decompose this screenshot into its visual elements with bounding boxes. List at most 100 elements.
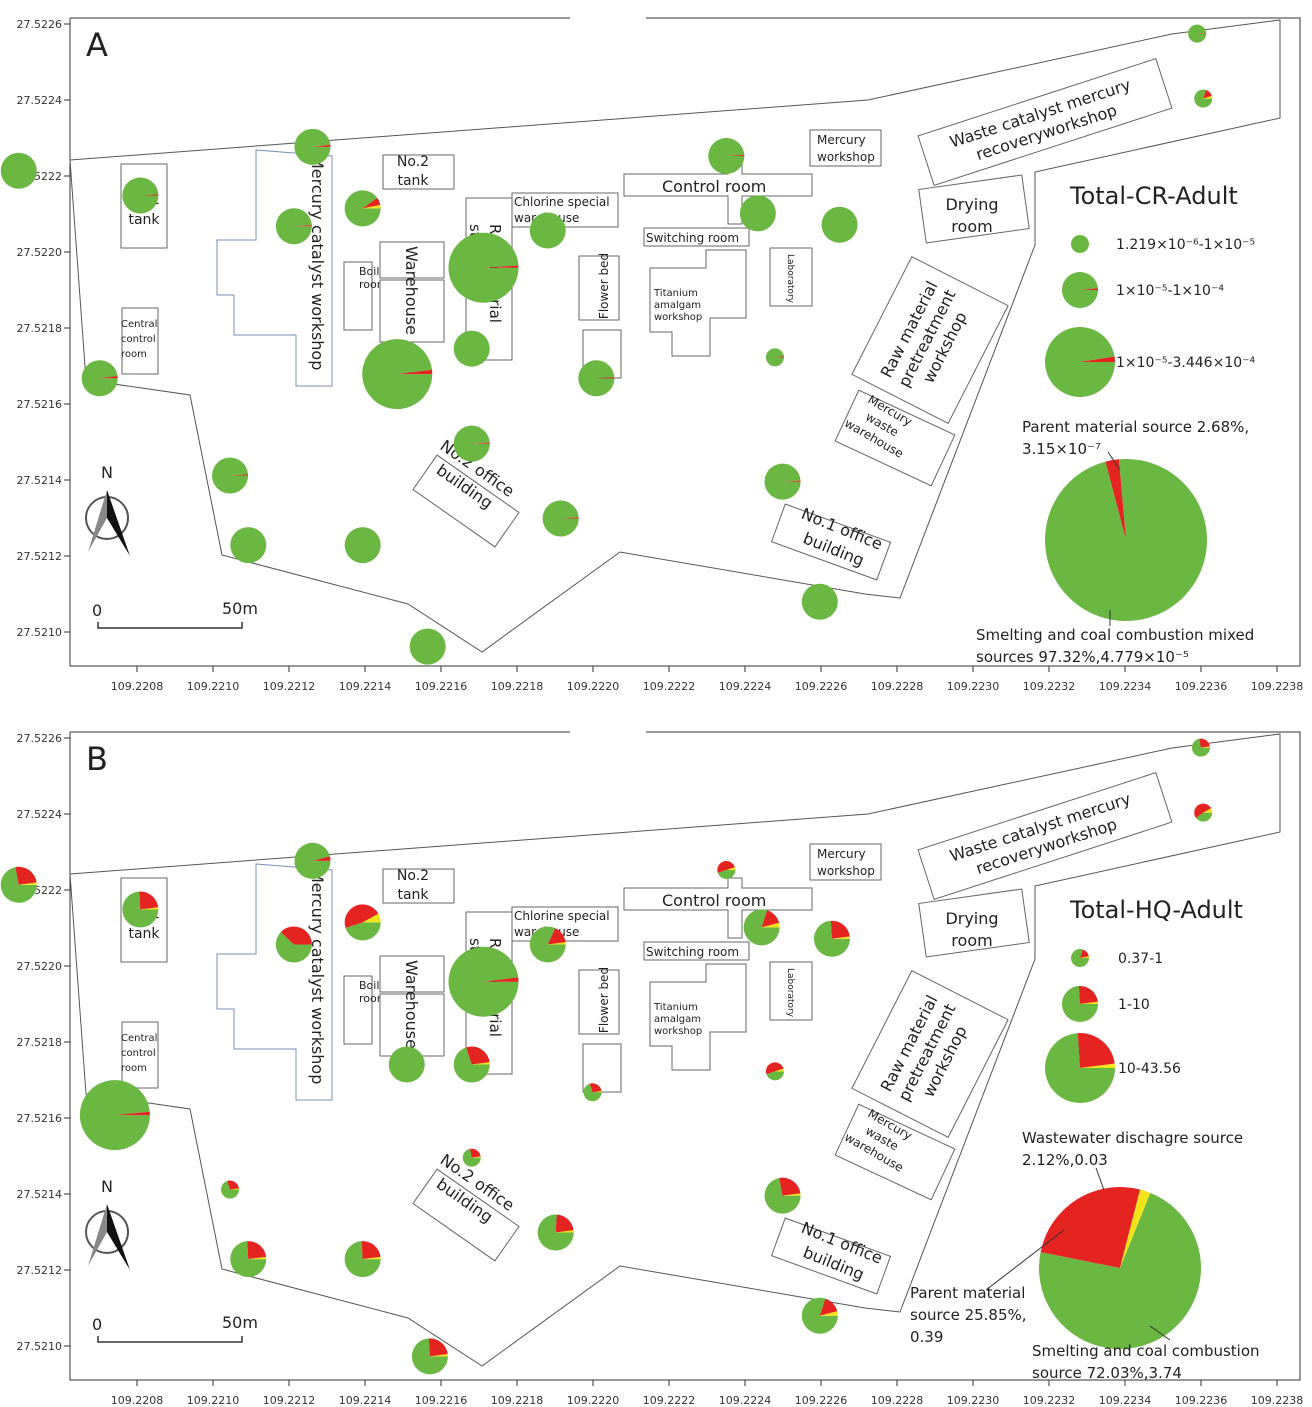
sample-point-pie: [717, 860, 736, 879]
pie-slice: [547, 928, 566, 945]
sample-point-pie: [122, 891, 159, 928]
titanium-workshop-label: workshop: [654, 312, 702, 323]
pie-slice: [294, 128, 331, 165]
arrow-right-half: [107, 1204, 130, 1270]
sample-point-pie: [453, 425, 490, 462]
pie-slice: [821, 206, 858, 243]
chlorine-warehouse-label: Chlorine special: [514, 909, 610, 923]
boiler-room-box: [343, 261, 373, 331]
y-tick-label: 27.5216: [17, 398, 63, 411]
pie-slice: [717, 869, 736, 879]
legend-item-label: 10-43.56: [1118, 1061, 1181, 1077]
x-tick-label: 109.2210: [187, 1394, 240, 1407]
pie-slice: [362, 205, 381, 209]
source-label-wastewater: 2.12%,0.03: [1022, 1151, 1108, 1169]
laboratory-label: Laboratory: [785, 968, 795, 1018]
pie-slice: [774, 356, 784, 358]
site-boundary: [69, 19, 1281, 653]
sample-point-pie: [813, 920, 850, 957]
pie-slice: [764, 1177, 801, 1214]
pie-slice: [453, 330, 490, 367]
leader-line: [1095, 1167, 1105, 1191]
pie-slice: [779, 1177, 801, 1196]
sample-point-pie: [294, 842, 331, 879]
drying-room-label: Drying: [945, 909, 998, 928]
pie-slice: [761, 922, 780, 928]
y-tick-label: 27.5220: [17, 960, 63, 973]
pie-slice: [1188, 24, 1207, 43]
y-tick-label: 27.5224: [17, 808, 63, 821]
mercury-catalyst-workshop-outline: [216, 863, 333, 1101]
mercury-workshop-box: [809, 129, 882, 167]
drying-room-label: Drying: [945, 195, 998, 214]
sample-point-pie: [529, 212, 566, 249]
map-frame: [69, 731, 1301, 1381]
source-label-smelting: source 72.03%,3.74: [1032, 1364, 1182, 1382]
central-control-label: control: [121, 1048, 156, 1059]
central-control-label: room: [121, 1063, 147, 1074]
pie-slice: [1195, 812, 1213, 822]
pie-slice: [726, 154, 745, 156]
north-arrow-icon: N: [85, 463, 130, 556]
sample-point-pie: [708, 137, 745, 174]
x-tick-label: 109.2216: [415, 1394, 468, 1407]
sample-point-pie: [122, 177, 159, 214]
source-label-parent: 0.39: [910, 1328, 943, 1346]
pie-slice: [596, 377, 615, 379]
sample-point-pie: [344, 1241, 381, 1278]
pie-slice: [708, 137, 745, 174]
pie-slice: [1062, 271, 1098, 308]
pie-slice: [542, 500, 579, 537]
control-room-label: Control room: [662, 177, 766, 196]
sample-point-pie: [765, 1062, 784, 1081]
titanium-workshop-label: workshop: [654, 1026, 702, 1037]
scale-50m-label: 50m: [222, 1313, 258, 1332]
x-tick-label: 109.2220: [567, 680, 620, 693]
sample-point-pie: [448, 946, 519, 1017]
pie-slice: [471, 1156, 481, 1158]
pie-slice: [362, 1256, 381, 1260]
x-tick-label: 109.2212: [263, 1394, 316, 1407]
sample-point-pie: [529, 926, 566, 963]
warehouse-top-box: [379, 955, 445, 993]
pie-slice: [448, 232, 519, 303]
pie-slice: [813, 920, 850, 957]
sample-point-pie: [275, 208, 312, 245]
pie-slice: [1203, 90, 1212, 99]
y-tick-label: 27.5226: [17, 732, 63, 745]
pie-slice: [221, 1181, 240, 1199]
pie-slice: [362, 913, 381, 923]
site-boundary: [69, 733, 1281, 1367]
legend-item-label: 1-10: [1118, 997, 1150, 1013]
pie-slice: [15, 866, 37, 885]
sample-point-pie: [739, 195, 776, 232]
pie-slice: [362, 339, 433, 410]
arrow-right-half: [107, 490, 130, 556]
pie-slice: [18, 882, 37, 885]
pie-slice: [592, 1091, 602, 1093]
source-label-wastewater: Wastewater dischagre source: [1022, 1129, 1243, 1147]
central-control-label: control: [121, 334, 156, 345]
scale-zero-label: 0: [92, 1315, 102, 1334]
arrow-left-half: [88, 490, 107, 552]
pie-slice: [1200, 746, 1210, 748]
north-label: N: [101, 463, 113, 482]
x-tick-label: 109.2218: [491, 680, 544, 693]
scale-bar: [97, 622, 243, 629]
pie-slice: [471, 1062, 490, 1065]
mercury-catalyst-workshop-label: Mercury catalyst workshop: [308, 869, 327, 1084]
pie-slice: [361, 1241, 381, 1260]
y-tick-label: 27.5226: [17, 18, 63, 31]
scale-50m-label: 50m: [222, 599, 258, 618]
source-label-parent: 3.15×10⁻⁷: [1022, 440, 1101, 458]
pie-slice: [411, 1338, 448, 1375]
sample-point-pie: [0, 152, 37, 189]
legend-pie: [1062, 986, 1098, 1022]
sample-point-pie: [362, 339, 433, 410]
pie-slice: [0, 152, 37, 189]
source-label-smelting: Smelting and coal combustion: [1032, 1342, 1260, 1360]
pie-slice: [1120, 1189, 1151, 1268]
warehouse-box: [379, 279, 445, 343]
pie-slice: [429, 1354, 448, 1357]
x-tick-label: 109.2232: [1023, 1394, 1076, 1407]
